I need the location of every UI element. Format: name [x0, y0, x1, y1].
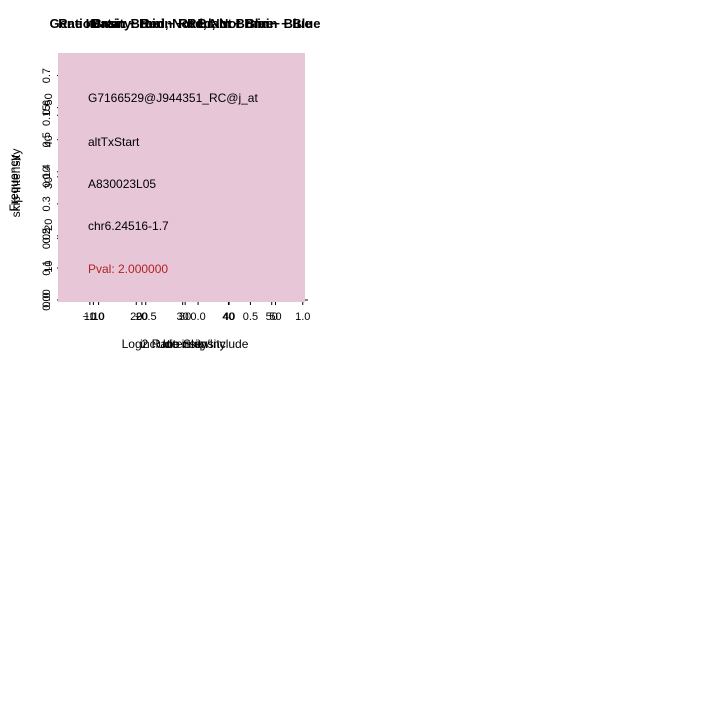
- svg-text:0.6: 0.6: [41, 100, 53, 115]
- svg-text:30: 30: [177, 311, 189, 323]
- svg-text:10: 10: [84, 311, 96, 323]
- ratio-hist-xlabel: Log2 Ratio Skip/Include: [122, 337, 249, 351]
- intensity-scatter-title: Brain − Red, Not Brain − Blue: [92, 16, 273, 31]
- svg-text:20: 20: [136, 311, 148, 323]
- svg-text:30: 30: [43, 177, 55, 189]
- svg-text:40: 40: [222, 311, 234, 323]
- svg-text:20: 20: [130, 311, 142, 323]
- svg-text:0.3: 0.3: [41, 196, 53, 211]
- svg-text:0.2: 0.2: [41, 228, 53, 243]
- gene-hist-title: Gene Itensity: Brain − Red, Not Brain − …: [50, 16, 321, 31]
- info-panel: G7166529@J944351_RC@j_at altTxStart A830…: [0, 0, 360, 360]
- svg-text:0.5: 0.5: [243, 311, 258, 323]
- svg-text:0.05: 0.05: [41, 228, 53, 249]
- probe-id-text: G7166529@J944351_RC@j_at: [88, 91, 258, 105]
- svg-text:40: 40: [43, 135, 55, 147]
- svg-text:0.0: 0.0: [41, 292, 53, 307]
- svg-text:−1.0: −1.0: [83, 311, 105, 323]
- svg-text:1.0: 1.0: [295, 311, 310, 323]
- svg-text:0.00: 0.00: [41, 289, 53, 310]
- intensity-scatter-ylabel: skip intensity: [9, 149, 23, 218]
- svg-text:0.0: 0.0: [190, 311, 205, 323]
- probe-info-box: G7166529@J944351_RC@j_at altTxStart A830…: [58, 53, 305, 302]
- svg-text:10: 10: [92, 311, 104, 323]
- svg-text:0.10: 0.10: [41, 166, 53, 187]
- gene-hist-ylabel: Frequency: [7, 155, 21, 212]
- ratio-hist-ylabel: Frequency: [7, 155, 21, 212]
- svg-text:50: 50: [269, 311, 281, 323]
- svg-text:50: 50: [43, 93, 55, 105]
- pval-text: Pval: 2.000000: [88, 262, 169, 276]
- ratio-hist-title: RatioData : Brain − Red, Not Brain − Blu…: [58, 16, 312, 31]
- svg-text:30: 30: [179, 311, 191, 323]
- svg-text:0.1: 0.1: [41, 260, 53, 275]
- svg-text:50: 50: [266, 311, 278, 323]
- svg-text:10: 10: [43, 260, 55, 272]
- svg-text:40: 40: [223, 311, 235, 323]
- event-type-text: altTxStart: [88, 135, 140, 149]
- gene-hist-xlabel: Intensity: [163, 337, 208, 351]
- svg-text:−0.5: −0.5: [135, 311, 157, 323]
- svg-text:20: 20: [43, 219, 55, 231]
- gene-symbol-text: A830023L05: [88, 177, 157, 191]
- svg-text:0.5: 0.5: [41, 132, 53, 147]
- chromosome-location-text: chr6.24516-1.7: [88, 219, 169, 233]
- svg-text:0.15: 0.15: [41, 105, 53, 126]
- svg-text:0.4: 0.4: [41, 164, 53, 179]
- intensity-scatter-xlabel: include intensity: [140, 337, 225, 351]
- svg-text:0.7: 0.7: [41, 68, 53, 83]
